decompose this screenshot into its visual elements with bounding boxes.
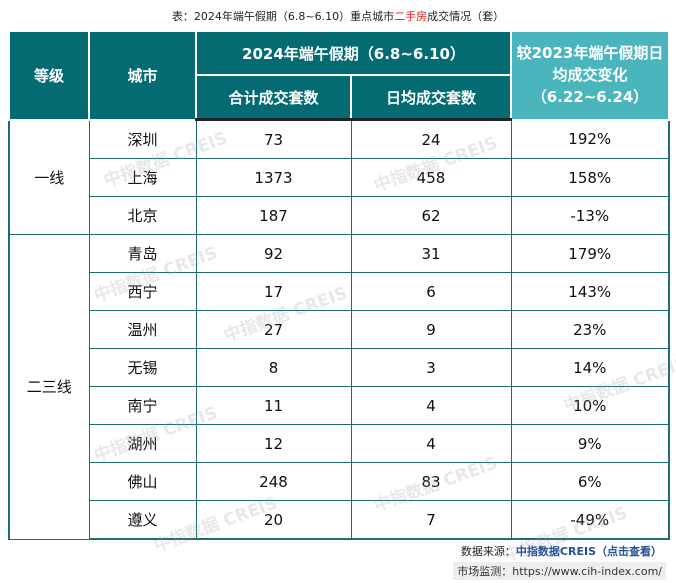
cell-change: -49%	[510, 500, 670, 540]
cell-city: 湖州	[88, 424, 197, 463]
cell-change: 143%	[510, 272, 670, 311]
table-title: 表：2024年端午假期（6.8~6.10）重点城市二手房成交情况（套）	[171, 10, 505, 23]
source-link[interactable]: 中指数据CREIS（点击查看）	[515, 545, 662, 558]
table-row: 北京 187 62 -13%	[9, 196, 670, 235]
group-label: 一线	[8, 119, 90, 235]
cell-total: 27	[195, 310, 352, 349]
monitor-url[interactable]: https://www.cih-index.com/	[512, 565, 662, 578]
table-row: 无锡 8 3 14%	[9, 348, 670, 387]
table-row: 二三线 青岛 92 31 179%	[8, 234, 670, 540]
cell-city: 青岛	[88, 234, 197, 273]
cell-total: 248	[195, 462, 352, 501]
cell-daily: 31	[350, 234, 512, 273]
cell-city: 温州	[88, 310, 197, 349]
cell-change: 179%	[510, 234, 670, 273]
cell-city: 西宁	[88, 272, 197, 311]
cell-city: 佛山	[88, 462, 197, 501]
table-row: 一线 深圳 73 24 192%	[8, 119, 670, 235]
cell-total: 187	[195, 196, 352, 235]
header-total: 合计成交套数	[195, 74, 352, 121]
cell-daily: 7	[350, 500, 512, 540]
cell-daily: 62	[350, 196, 512, 235]
cell-city: 遵义	[88, 500, 197, 540]
cell-daily: 6	[350, 272, 512, 311]
data-source: 数据来源：中指数据CREIS（点击查看）	[460, 545, 662, 558]
cell-daily: 83	[350, 462, 512, 501]
cell-change: 10%	[510, 386, 670, 425]
table-row: 南宁 11 4 10%	[9, 386, 670, 425]
cell-city: 无锡	[88, 348, 197, 387]
table-row: 温州 27 9 23%	[9, 310, 670, 349]
cell-total: 92	[195, 234, 352, 273]
cell-city: 上海	[88, 158, 197, 197]
group-label: 二三线	[8, 234, 90, 540]
cell-total: 12	[195, 424, 352, 463]
header-period: 2024年端午假期（6.8~6.10）	[195, 30, 512, 76]
cell-total: 17	[195, 272, 352, 311]
cell-daily: 4	[350, 424, 512, 463]
cell-change: 6%	[510, 462, 670, 501]
cell-daily: 9	[350, 310, 512, 349]
cell-city: 北京	[88, 196, 197, 235]
cell-change: 192%	[510, 119, 670, 159]
cell-daily: 4	[350, 386, 512, 425]
cell-change: 9%	[510, 424, 670, 463]
cell-daily: 3	[350, 348, 512, 387]
header-level: 等级	[8, 30, 90, 121]
cell-city: 深圳	[88, 119, 197, 159]
cell-daily: 24	[350, 119, 512, 159]
cell-total: 73	[195, 119, 352, 159]
cell-change: 158%	[510, 158, 670, 197]
header-daily: 日均成交套数	[350, 74, 512, 121]
sales-table: 等级 城市 2024年端午假期（6.8~6.10） 较2023年端午假期日均成交…	[8, 30, 670, 540]
market-monitor: 市场监测：https://www.cih-index.com/	[453, 562, 666, 580]
cell-change: 23%	[510, 310, 670, 349]
table-row: 上海 1373 458 158%	[9, 158, 670, 197]
cell-total: 11	[195, 386, 352, 425]
cell-daily: 458	[350, 158, 512, 197]
cell-change: -13%	[510, 196, 670, 235]
cell-total: 8	[195, 348, 352, 387]
cell-city: 南宁	[88, 386, 197, 425]
cell-total: 1373	[195, 158, 352, 197]
header-change: 较2023年端午假期日均成交变化（6.22~6.24）	[510, 30, 670, 121]
table-row: 遵义 20 7 -49%	[9, 500, 670, 540]
table-row: 西宁 17 6 143%	[9, 272, 670, 311]
table-row: 湖州 12 4 9%	[9, 424, 670, 463]
table-row: 佛山 248 83 6%	[9, 462, 670, 501]
cell-change: 14%	[510, 348, 670, 387]
header-city: 城市	[88, 30, 197, 121]
cell-total: 20	[195, 500, 352, 540]
